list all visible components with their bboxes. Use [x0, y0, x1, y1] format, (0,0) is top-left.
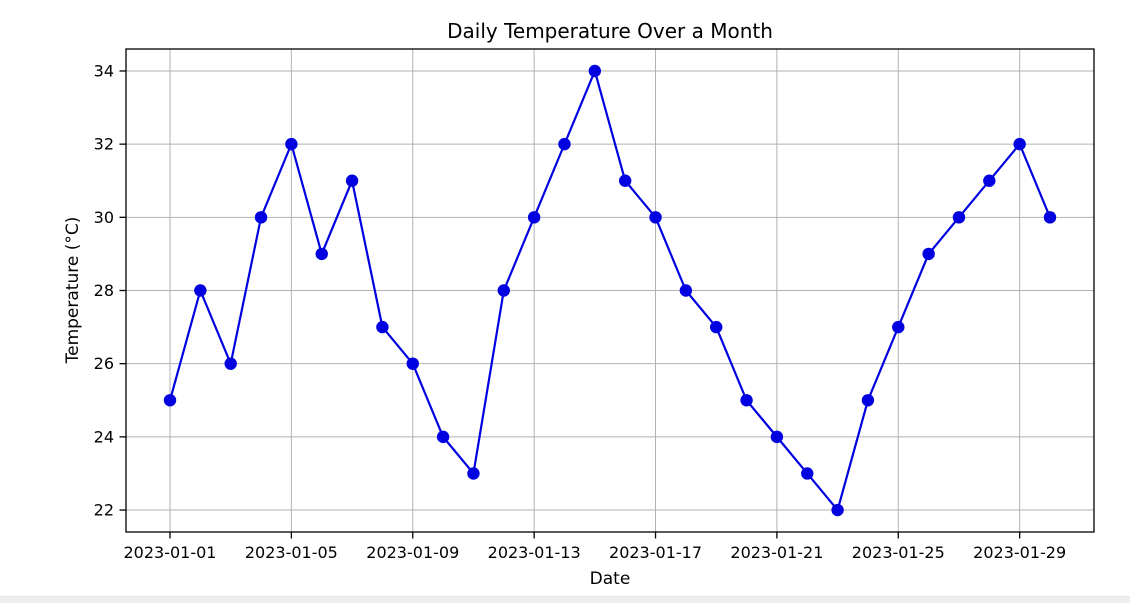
chart-title: Daily Temperature Over a Month [447, 19, 773, 43]
bottom-strip [0, 596, 1130, 603]
y-axis-label: Temperature (°C) [63, 217, 83, 365]
x-tick-label: 2023-01-09 [366, 543, 459, 562]
data-point [831, 503, 844, 517]
data-point [588, 64, 602, 78]
data-point [710, 320, 723, 334]
data-point [315, 247, 328, 261]
series-layer [163, 64, 1057, 517]
data-point [922, 247, 935, 261]
data-point [679, 284, 693, 297]
data-point [224, 357, 237, 370]
y-tick-label: 30 [94, 208, 114, 227]
y-tick-label: 34 [94, 61, 114, 80]
data-point [436, 430, 450, 444]
data-point [345, 174, 359, 187]
data-point [163, 394, 177, 407]
y-tick-label: 28 [94, 281, 114, 300]
x-axis-label: Date [590, 569, 631, 589]
x-tick-label: 2023-01-17 [609, 543, 702, 562]
tick-layer: 2023-01-01 2023-01-05 2023-01-09 2023-01-13… [94, 61, 1067, 562]
data-point [1043, 211, 1057, 224]
data-point [527, 211, 541, 224]
y-tick-label: 22 [94, 501, 114, 520]
x-tick-label: 2023-01-01 [124, 543, 217, 562]
x-tick-label: 2023-01-13 [488, 543, 581, 562]
data-point [194, 284, 207, 297]
data-point [770, 430, 784, 444]
data-point [1013, 137, 1026, 151]
data-point [892, 320, 905, 334]
temperature-line [168, 69, 1052, 512]
x-tick-label: 2023-01-29 [973, 543, 1066, 562]
x-tick-label: 2023-01-21 [730, 543, 823, 562]
data-point [861, 394, 875, 407]
x-tick-label: 2023-01-25 [852, 543, 945, 562]
data-point [467, 467, 480, 480]
data-point [285, 137, 298, 151]
data-point [406, 357, 419, 370]
data-point [740, 394, 753, 407]
data-point [618, 174, 632, 187]
data-point [649, 211, 662, 224]
data-point [376, 320, 389, 334]
x-tick-label: 2023-01-05 [245, 543, 338, 562]
y-tick-label: 32 [94, 135, 114, 154]
data-point [983, 174, 996, 187]
data-point [254, 211, 268, 224]
data-point [801, 467, 814, 480]
y-tick-label: 24 [94, 427, 114, 446]
data-point [952, 211, 966, 224]
grid-layer [126, 49, 1094, 532]
data-point [558, 137, 571, 151]
y-tick-label: 26 [94, 354, 114, 373]
data-point [497, 284, 510, 297]
